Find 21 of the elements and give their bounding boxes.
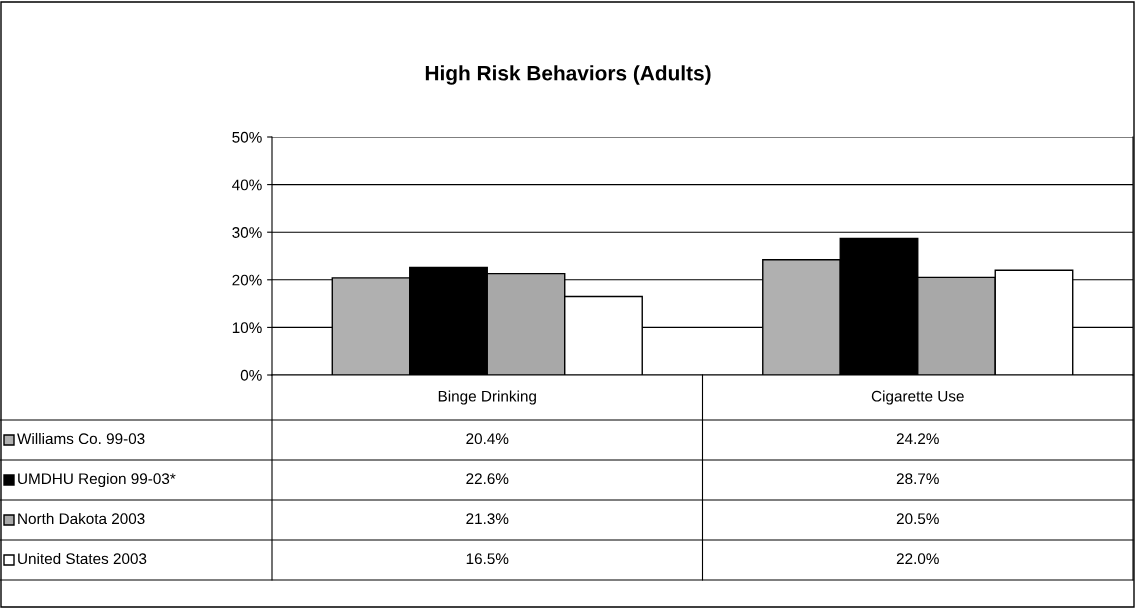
legend-label: Williams Co. 99-03: [17, 432, 145, 445]
y-tick-label: 10%: [232, 322, 262, 334]
y-tick-label: 0%: [240, 369, 262, 381]
data-label: 20.4%: [466, 433, 509, 445]
data-label: 21.3%: [466, 513, 509, 525]
legend-label: United States 2003: [18, 552, 147, 565]
x-tick-label: Binge Drinking: [438, 390, 536, 405]
legend-label: UMDHU Region 99-03*: [18, 472, 176, 488]
data-label: 22.0%: [896, 553, 939, 565]
legend-label: North Dakota 2003: [18, 512, 145, 525]
data-label: 24.2%: [896, 433, 939, 445]
data-label: 22.6%: [466, 473, 509, 485]
data-label: 16.5%: [466, 553, 509, 565]
x-tick-label: Cigarette Use: [871, 390, 964, 405]
chart-title: High Risk Behaviors (Adults): [425, 65, 711, 85]
data-label: 20.5%: [896, 513, 939, 525]
y-tick-label: 40%: [232, 179, 262, 191]
y-tick-label: 50%: [232, 131, 262, 143]
y-tick-label: 30%: [232, 227, 262, 238]
y-tick-label: 20%: [232, 274, 262, 286]
data-label: 28.7%: [896, 473, 939, 485]
